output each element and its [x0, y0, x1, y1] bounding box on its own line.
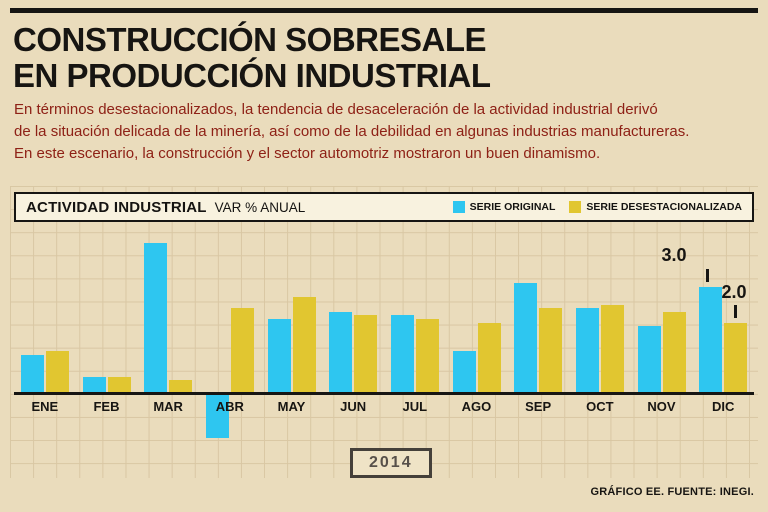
bar-serie-original-sep: [514, 282, 538, 395]
serie-desestacionalizada-swatch-icon: [569, 201, 582, 213]
bar-serie-desestacionalizada-may: [292, 297, 316, 395]
bar-chart-plot-area: [14, 225, 754, 455]
bar-serie-desestacionalizada-sep: [539, 308, 563, 395]
bar-serie-original-abr: [205, 394, 229, 438]
annotation-dic-original: 3.0: [661, 245, 687, 265]
bar-serie-desestacionalizada-mar: [169, 380, 193, 395]
bar-serie-original-dic: [699, 286, 723, 395]
legend-label-serie-original: SERIE ORIGINAL: [469, 201, 556, 213]
bar-serie-original-ene: [20, 354, 44, 395]
source-credit: GRÁFICO EE. FUENTE: INEGI.: [590, 486, 754, 498]
page-title-line1: CONSTRUCCIÓN SOBRESALE: [13, 21, 487, 58]
bar-serie-desestacionalizada-feb: [107, 376, 131, 395]
bar-serie-original-ago: [452, 351, 476, 395]
bar-serie-original-nov: [637, 326, 661, 395]
month-label-oct: OCT: [586, 399, 614, 414]
intro-line: En este escenario, la construcción y el …: [14, 145, 601, 162]
intro-paragraph: En términos desestacionalizados, la tend…: [14, 99, 758, 165]
chart-title: ACTIVIDAD INDUSTRIAL: [26, 198, 207, 216]
month-label-may: MAY: [277, 399, 306, 414]
month-label-feb: FEB: [93, 399, 120, 414]
bar-serie-desestacionalizada-ene: [45, 351, 69, 395]
month-label-abr: ABR: [215, 399, 244, 414]
month-label-dic: DIC: [711, 399, 735, 414]
legend-label-serie-desestacionalizada: SERIE DESESTACIONALIZADA: [586, 201, 742, 213]
bar-serie-desestacionalizada-jun: [354, 315, 378, 395]
month-label-mar: MAR: [153, 399, 183, 414]
bar-serie-desestacionalizada-dic: [724, 322, 748, 395]
bar-serie-original-oct: [575, 308, 599, 395]
bar-serie-original-jul: [390, 315, 414, 395]
intro-line: de la situación delicada de la minería, …: [14, 123, 690, 140]
month-label-nov: NOV: [647, 399, 676, 414]
page-title: CONSTRUCCIÓN SOBRESALE EN PRODUCCIÓN IND…: [13, 22, 491, 94]
x-axis-baseline: [14, 392, 754, 395]
bar-serie-desestacionalizada-jul: [415, 318, 439, 395]
bar-serie-original-feb: [82, 376, 106, 395]
month-label-sep: SEP: [525, 399, 552, 414]
month-label-jun: JUN: [340, 399, 367, 414]
bar-serie-original-mar: [144, 243, 168, 395]
page-title-line2: EN PRODUCCIÓN INDUSTRIAL: [13, 57, 491, 94]
bar-serie-original-may: [267, 318, 291, 395]
annotation-tick-dic-desestacionalizada: [734, 305, 737, 318]
legend-item-serie-original: SERIE ORIGINAL: [452, 201, 556, 213]
annotation-dic-desestacionalizada: 2.0: [721, 282, 747, 302]
serie-original-swatch-icon: [452, 201, 465, 213]
intro-line: En términos desestacionalizados, la tend…: [14, 101, 658, 118]
month-label-ago: AGO: [461, 399, 492, 414]
period-label-box: 2014: [350, 448, 432, 478]
bar-serie-original-jun: [329, 311, 353, 395]
chart-grid-background: [10, 186, 758, 478]
chart-header-bar: ACTIVIDAD INDUSTRIAL VAR % ANUAL SERIE O…: [14, 192, 754, 222]
top-rule: [10, 8, 758, 13]
legend-item-serie-desestacionalizada: SERIE DESESTACIONALIZADA: [569, 201, 742, 213]
bar-serie-desestacionalizada-abr: [230, 308, 254, 395]
chart-legend: SERIE ORIGINAL SERIE DESESTACIONALIZADA: [452, 201, 742, 213]
x-axis-month-labels: ENE FEB MAR ABR MAY JUN JUL AGO SEP OCT NOV DIC: [14, 399, 754, 415]
chart-subtitle: VAR % ANUAL: [214, 199, 306, 215]
month-label-jul: JUL: [402, 399, 428, 414]
bar-serie-desestacionalizada-nov: [662, 311, 686, 395]
month-label-ene: ENE: [31, 399, 59, 414]
bar-serie-desestacionalizada-ago: [477, 322, 501, 395]
annotation-tick-dic-original: [706, 269, 709, 282]
bar-serie-desestacionalizada-oct: [600, 304, 624, 395]
